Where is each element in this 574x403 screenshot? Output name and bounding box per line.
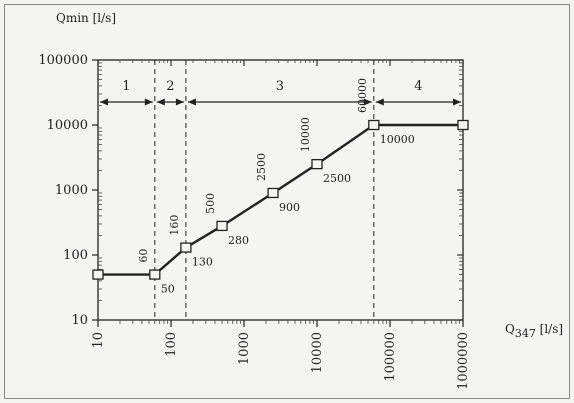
y-tick-label: 10000	[47, 118, 88, 133]
data-point-marker	[368, 119, 380, 131]
x-tick-label: 100000	[383, 332, 398, 382]
region-arrowhead-left	[375, 98, 384, 106]
axes-group: 10 100 1000 10000 100000 1000000 10 100 1000 1000…	[38, 11, 563, 390]
x-tick-label: 10000	[310, 332, 325, 373]
y-value-label: 10000	[380, 133, 415, 146]
region-arrowhead-right	[363, 98, 372, 106]
series-line	[98, 123, 463, 276]
data-point-marker	[149, 269, 161, 280]
region-label-4: 4	[414, 79, 422, 94]
y-value-label: 130	[192, 256, 213, 269]
x-tick-label: 10	[91, 332, 106, 349]
y-tick-label: 100000	[38, 53, 88, 68]
x-axis-title-unit: [l/s]	[536, 322, 563, 336]
y-value-label: 900	[279, 201, 300, 214]
y-value-label: 280	[228, 234, 249, 247]
x-value-label: 500	[204, 193, 217, 214]
data-point-marker	[216, 220, 228, 232]
x-tick-label: 1000	[237, 332, 252, 365]
y-tick-label: 100	[63, 248, 88, 263]
region-arrowhead-right	[175, 98, 184, 106]
region-label-3: 3	[276, 79, 284, 94]
x-value-label: 160	[168, 215, 181, 236]
data-point-marker	[311, 158, 323, 170]
plot-area-border	[97, 59, 464, 321]
y-tick-label: 10	[71, 313, 88, 328]
x-tick-label: 1000000	[456, 332, 471, 390]
x-axis-title-main: Q	[505, 322, 515, 336]
region-label-1: 1	[122, 79, 130, 94]
region-arrowhead-left	[187, 98, 196, 106]
x-axis-title: Q347 [l/s]	[505, 322, 563, 340]
region-arrowhead-right	[453, 98, 461, 106]
y-tick-label: 1000	[55, 183, 88, 198]
x-axis-title-sub: 347	[515, 327, 536, 340]
x-tick-label: 100	[164, 332, 179, 357]
y-value-label: 50	[161, 283, 175, 296]
data-point-marker	[267, 187, 279, 199]
data-point-marker	[92, 269, 104, 280]
y-value-label: 2500	[323, 172, 351, 185]
x-value-label: 60000	[356, 78, 369, 113]
region-arrowhead-left	[100, 98, 108, 106]
y-axis-title: Qmin [l/s]	[56, 11, 116, 25]
x-value-label: 60	[137, 249, 150, 263]
region-arrowhead-left	[156, 98, 165, 106]
data-point-marker	[457, 119, 469, 131]
data-point-marker	[180, 242, 192, 253]
regions-group: 1 2 3 4	[100, 60, 461, 320]
labels-group: 60 50 160 130 500 280 2500 900 10000 2500 60000 100…	[137, 78, 415, 296]
x-value-label: 2500	[255, 153, 268, 181]
series-group	[92, 119, 469, 280]
region-label-2: 2	[166, 79, 174, 94]
x-value-label: 10000	[299, 117, 312, 152]
figure-frame	[4, 4, 570, 399]
region-arrowhead-right	[144, 98, 153, 106]
